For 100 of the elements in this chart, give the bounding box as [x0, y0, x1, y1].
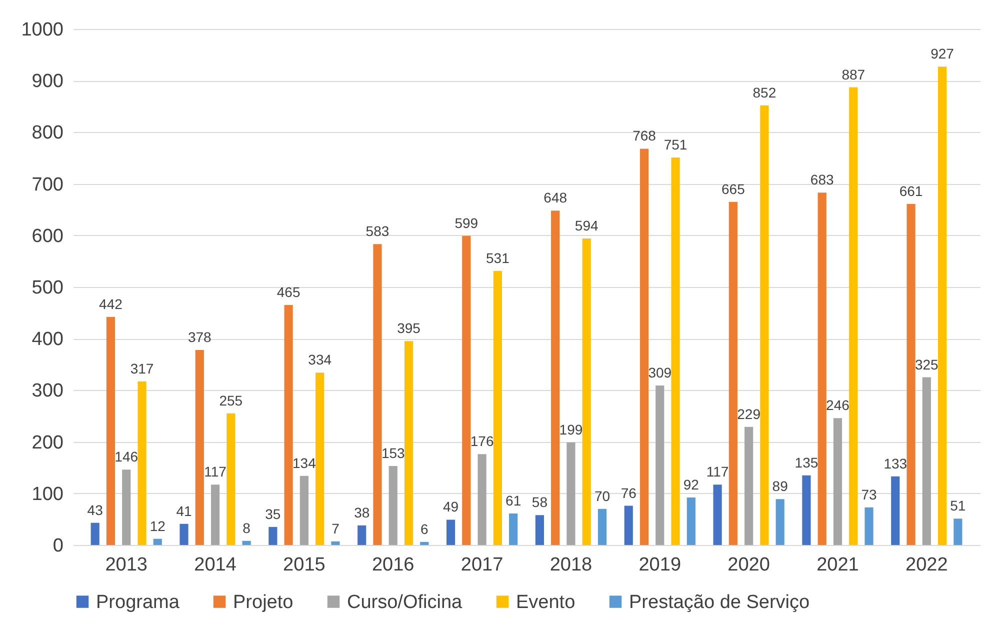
data-label: 35 — [265, 506, 281, 522]
data-label: 229 — [737, 406, 761, 422]
data-label: 887 — [842, 66, 866, 82]
bar — [122, 470, 131, 545]
bar — [938, 66, 947, 545]
y-tick-label: 200 — [32, 432, 64, 454]
data-label: 665 — [721, 180, 746, 197]
y-tick-label: 700 — [32, 174, 64, 196]
bar — [566, 442, 576, 545]
bar — [493, 271, 502, 545]
bar — [446, 520, 456, 545]
data-label: 73 — [861, 486, 877, 502]
bar — [153, 538, 162, 545]
bar — [598, 508, 607, 545]
data-label: 38 — [354, 504, 370, 520]
data-label: 8 — [242, 520, 251, 536]
y-tick-label: 600 — [32, 226, 64, 247]
bar — [744, 426, 754, 545]
data-label: 61 — [506, 492, 522, 509]
legend-label: Programa — [96, 592, 180, 613]
bar — [624, 506, 633, 545]
x-tick-label: 2021 — [816, 554, 859, 576]
bar — [90, 522, 100, 545]
data-label: 49 — [442, 498, 459, 515]
legend-label: Curso/Oficina — [347, 592, 463, 613]
bar — [358, 525, 366, 545]
data-label: 199 — [559, 421, 583, 438]
bar — [551, 210, 560, 545]
data-label: 309 — [648, 364, 672, 381]
data-label: 135 — [794, 454, 818, 470]
data-label: 117 — [706, 464, 729, 480]
data-label: 176 — [470, 433, 494, 450]
bar — [210, 484, 220, 545]
bar — [195, 350, 204, 545]
bar — [268, 526, 278, 545]
legend-label: Prestação de Serviço — [629, 592, 810, 613]
bar — [582, 238, 591, 545]
bar — [671, 157, 680, 545]
y-tick-label: 800 — [32, 122, 64, 144]
bar — [686, 498, 696, 545]
data-label: 76 — [620, 484, 637, 501]
data-label: 531 — [486, 250, 510, 266]
bar — [713, 484, 722, 545]
data-label: 751 — [664, 136, 688, 152]
data-label: 146 — [114, 448, 138, 465]
data-label: 927 — [930, 46, 954, 62]
bar — [106, 316, 116, 545]
legend-label: Projeto — [233, 592, 294, 613]
bar — [404, 341, 414, 545]
data-label: 6 — [420, 520, 428, 537]
bar — [138, 381, 146, 545]
bar — [388, 466, 398, 545]
x-tick-label: 2014 — [194, 554, 237, 576]
data-label: 255 — [219, 392, 243, 408]
bar — [373, 244, 382, 545]
bar — [509, 514, 518, 545]
bar — [802, 475, 811, 545]
x-tick-label: 2018 — [550, 554, 592, 576]
y-tick-label: 500 — [32, 278, 64, 298]
data-label: 325 — [914, 356, 939, 372]
data-label: 648 — [544, 190, 568, 206]
x-tick-label: 2016 — [372, 554, 414, 576]
data-label: 683 — [810, 172, 834, 188]
x-tick-label: 2017 — [460, 554, 504, 576]
data-label: 334 — [308, 352, 332, 368]
bar — [180, 524, 188, 545]
legend-label: Evento — [516, 592, 576, 613]
x-tick-label: 2022 — [906, 554, 948, 576]
x-tick-label: 2020 — [728, 554, 770, 576]
bar — [226, 413, 236, 545]
y-tick-label: 100 — [32, 484, 64, 505]
data-label: 133 — [884, 455, 908, 472]
bar — [760, 105, 769, 545]
data-label: 41 — [176, 502, 192, 519]
bar — [242, 540, 251, 545]
y-tick-label: 300 — [32, 380, 64, 402]
data-label: 58 — [532, 494, 548, 510]
data-label: 583 — [366, 223, 390, 240]
bar — [656, 386, 664, 545]
bar — [316, 372, 324, 545]
data-label: 768 — [632, 128, 656, 144]
bar — [640, 148, 649, 545]
bar — [864, 507, 874, 545]
x-tick-label: 2013 — [105, 554, 148, 576]
data-label: 599 — [454, 214, 478, 231]
bar — [954, 518, 962, 545]
data-label: 442 — [99, 296, 123, 312]
data-label: 317 — [130, 360, 154, 376]
data-label: 89 — [772, 478, 788, 494]
data-label: 246 — [826, 397, 850, 414]
data-label: 852 — [752, 84, 776, 100]
data-label: 594 — [574, 217, 598, 234]
data-label: 465 — [276, 284, 300, 300]
bar — [922, 377, 931, 545]
data-label: 153 — [381, 445, 406, 462]
bar — [420, 542, 429, 545]
bar — [300, 476, 308, 545]
data-label: 43 — [87, 502, 104, 518]
y-tick-label: 0 — [52, 536, 64, 556]
data-label: 12 — [150, 518, 166, 534]
